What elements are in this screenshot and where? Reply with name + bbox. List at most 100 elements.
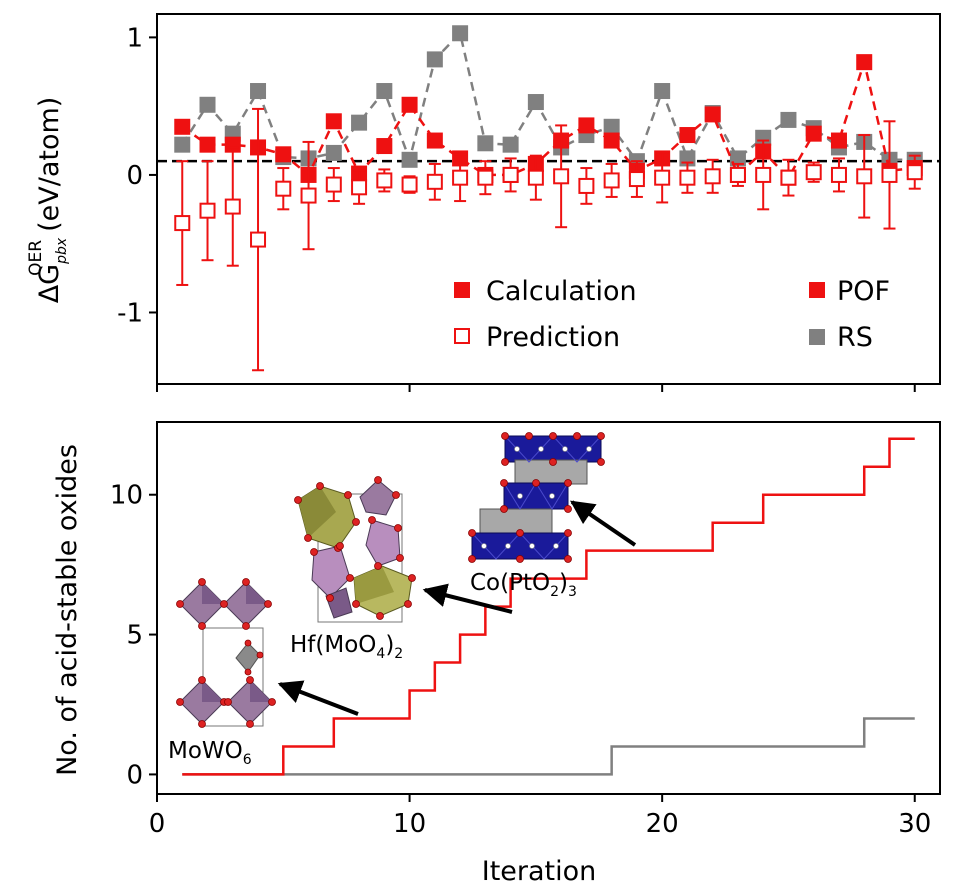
rs-point [174, 136, 191, 153]
legend-calculation-label: Calculation [486, 276, 637, 307]
prediction-point [351, 179, 368, 196]
prediction-point [174, 215, 191, 232]
legend-pof-marker [809, 282, 825, 298]
legend-rs-label: RS [837, 322, 873, 353]
prediction-point [704, 168, 721, 185]
rs-step-line [182, 717, 915, 776]
pof-point [224, 136, 241, 153]
rs-point [199, 96, 216, 113]
bottom-ytick-label: 5 [126, 621, 143, 651]
rs-point [654, 83, 671, 100]
ylabel-unit: (eV/atom) [34, 97, 65, 232]
pof-point [830, 132, 847, 149]
pof-point [603, 132, 620, 149]
rs-point [780, 111, 797, 128]
prediction-point [780, 169, 797, 186]
prediction-point [199, 202, 216, 219]
rs-point [325, 144, 342, 161]
top-plot-frame [156, 13, 941, 385]
prediction-point [628, 171, 645, 188]
ylabel-sup: OER [26, 240, 46, 276]
prediction-series [174, 107, 923, 372]
rs-point [376, 83, 393, 100]
prediction-point [502, 166, 519, 183]
prediction-point [578, 177, 595, 194]
pof-point [275, 146, 292, 163]
prediction-point [452, 169, 469, 186]
pof-point [174, 118, 191, 135]
legend: Calculation Prediction POF RS [454, 276, 890, 353]
legend-prediction-label: Prediction [486, 322, 620, 353]
pof-point [376, 138, 393, 155]
prediction-point [376, 172, 393, 189]
hfmoo4-structure-image [294, 476, 416, 623]
top-yticks: 1 0 -1 [117, 23, 157, 328]
prediction-point [856, 168, 873, 185]
copto2-structure-image [468, 432, 605, 563]
prediction-point [477, 169, 494, 186]
copto2-arrow [570, 500, 637, 547]
rs-point [250, 83, 267, 100]
pof-point [199, 136, 216, 153]
legend-prediction-marker [454, 328, 470, 344]
rs-point [603, 118, 620, 135]
mowo6-arrow [277, 680, 359, 716]
pof-point [426, 132, 443, 149]
ylabel-base: ΔG [34, 264, 65, 303]
rs-point [502, 136, 519, 153]
bottom-ylabel: No. of acid-stable oxides [52, 444, 83, 776]
prediction-point [401, 176, 418, 193]
pof-point [325, 113, 342, 130]
prediction-point [755, 166, 772, 183]
bottom-xtick-label: 10 [393, 809, 426, 839]
bottom-xlabel: Iteration [482, 856, 597, 887]
hfmoo4-label: Hf(MoO4)2 [290, 632, 403, 662]
prediction-point [679, 169, 696, 186]
pof-point [578, 117, 595, 134]
prediction-point [250, 231, 267, 248]
rs-point [351, 114, 368, 131]
mowo6-label: MoWO6 [168, 738, 252, 768]
prediction-point [275, 180, 292, 197]
rs-point [755, 129, 772, 146]
legend-pof-label: POF [837, 276, 890, 307]
rs-point [426, 51, 443, 68]
prediction-point [300, 187, 317, 204]
bottom-xtick-label: 20 [646, 809, 679, 839]
rs-point [452, 25, 469, 42]
prediction-point [603, 172, 620, 189]
pof-point [401, 96, 418, 113]
top-ytick-label: 1 [126, 23, 143, 53]
svg-text:ΔGpbxOER(eV/atom): ΔGpbx OER (eV/atom) [26, 97, 70, 304]
prediction-point [325, 176, 342, 193]
rs-point [527, 94, 544, 111]
copto2-label: Co(PtO2)3 [470, 570, 577, 600]
top-ytick-label: -1 [117, 298, 143, 328]
mowo6-structure-image [176, 578, 276, 728]
pof-point [856, 54, 873, 71]
pof-step-line [182, 437, 915, 776]
bottom-yticks: 0 5 10 [110, 481, 157, 790]
top-ytick-label: 0 [126, 161, 143, 191]
top-panel: ΔGpbx OER (eV/atom) 1 0 -1 Calculation Predi… [26, 13, 941, 392]
pof-point [805, 125, 822, 142]
legend-rs-marker [809, 329, 825, 345]
prediction-point [906, 164, 923, 181]
prediction-point [527, 169, 544, 186]
ylabel-sub: pbx [54, 237, 70, 265]
bottom-ytick-label: 0 [126, 760, 143, 790]
rs-point [401, 151, 418, 168]
rs-point [477, 135, 494, 152]
prediction-point [224, 198, 241, 215]
bottom-xtick-label: 0 [149, 809, 166, 839]
prediction-point [881, 166, 898, 183]
prediction-point [654, 169, 671, 186]
top-xticks [156, 384, 916, 392]
prediction-point [830, 166, 847, 183]
pof-point [679, 127, 696, 144]
bottom-ytick-label: 10 [110, 481, 143, 511]
prediction-point [426, 173, 443, 190]
hfmoo4-arrow [422, 583, 513, 614]
pof-point [704, 106, 721, 123]
